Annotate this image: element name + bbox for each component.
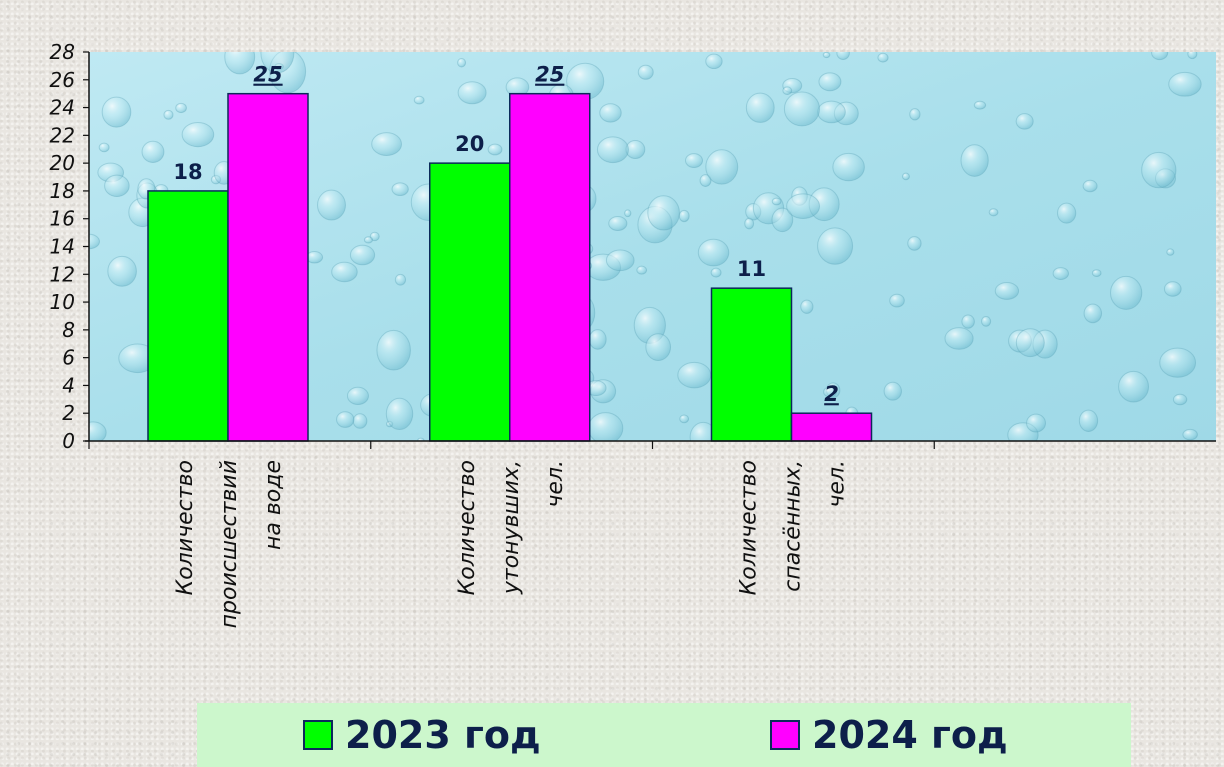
- category-label-line: спасённых,: [781, 460, 806, 592]
- bar-2024-2: [790, 412, 873, 442]
- data-label-2024-2: 2: [824, 382, 839, 406]
- bar-2023-2: [710, 287, 793, 442]
- bar-2024-1: [509, 92, 591, 442]
- y-tick-label: 2: [62, 401, 75, 425]
- y-tick-label: 4: [62, 373, 75, 397]
- category-label-2: Количество спасённых, чел.: [737, 460, 850, 595]
- category-label-line: чел.: [543, 460, 568, 508]
- category-label-line: Количество: [455, 460, 480, 595]
- y-tick-label: 26: [50, 68, 75, 92]
- category-label-0: Количество происшествий на воде: [173, 460, 286, 628]
- data-label-2023-1: 20: [455, 132, 484, 156]
- bar-2023-0: [147, 190, 229, 442]
- category-label-line: утонувших,: [499, 460, 524, 595]
- y-tick-label: 24: [50, 96, 75, 120]
- y-tick-label: 16: [50, 207, 75, 231]
- legend-item-2023: 2023 год: [303, 713, 541, 757]
- category-label-line: Количество: [737, 460, 762, 595]
- y-tick-label: 0: [62, 429, 75, 453]
- data-label-2024-1: 25: [535, 63, 564, 87]
- legend-label-2024: 2024 год: [812, 713, 1008, 757]
- data-label-2023-0: 18: [173, 160, 202, 184]
- bar-2023-1: [429, 162, 511, 442]
- legend-swatch-2023: [303, 720, 333, 750]
- y-tick-label: 20: [50, 151, 75, 175]
- category-label-line: происшествий: [217, 460, 242, 628]
- category-label-line: на воде: [261, 460, 286, 550]
- y-tick-label: 12: [50, 262, 75, 286]
- y-tick-label: 28: [50, 40, 75, 64]
- y-tick-label: 8: [62, 318, 75, 342]
- y-tick-label: 14: [50, 235, 75, 259]
- bar-2024-0: [227, 92, 309, 442]
- category-label-1: Количество утонувших, чел.: [455, 460, 568, 595]
- y-tick-label: 18: [50, 179, 75, 203]
- y-tick-label: 10: [50, 290, 75, 314]
- data-label-2024-0: 25: [253, 63, 282, 87]
- category-label-line: Количество: [173, 460, 198, 595]
- category-label-line: чел.: [825, 460, 850, 508]
- y-tick-label: 6: [62, 346, 75, 370]
- data-label-2023-2: 11: [737, 257, 766, 281]
- legend-item-2024: 2024 год: [770, 713, 1008, 757]
- legend: 2023 год 2024 год: [197, 703, 1131, 767]
- legend-label-2023: 2023 год: [345, 713, 541, 757]
- legend-swatch-2024: [770, 720, 800, 750]
- y-tick-label: 22: [50, 123, 75, 147]
